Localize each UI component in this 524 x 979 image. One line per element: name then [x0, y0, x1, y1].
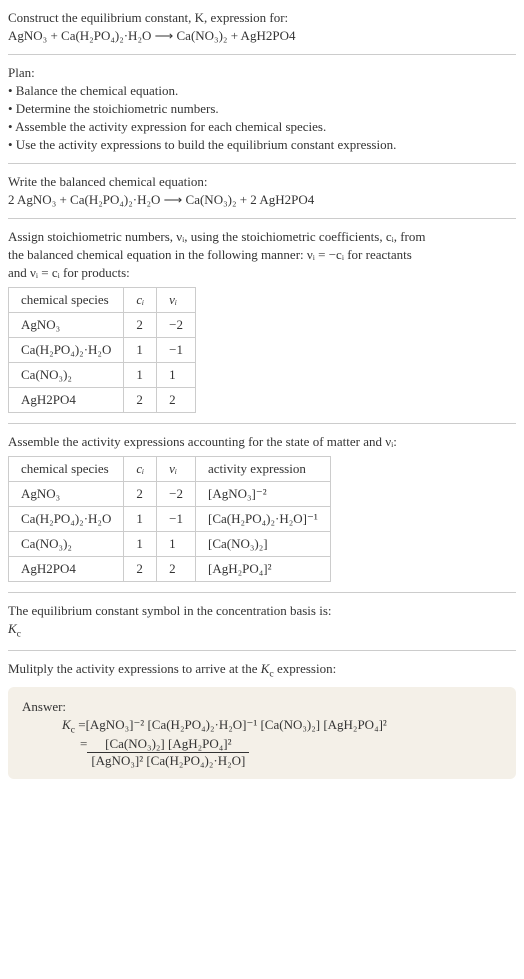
plan-item: • Determine the stoichiometric numbers. [8, 101, 516, 117]
multiply-text: Mulitply the activity expressions to arr… [8, 661, 516, 680]
table-cell: Ca(H₂PO₄)₂·H₂O [9, 338, 124, 363]
table-cell: 1 [157, 363, 196, 388]
balanced-heading: Write the balanced chemical equation: [8, 174, 516, 190]
table-header: νᵢ [157, 288, 196, 313]
table-row: Ca(H₂PO₄)₂·H₂O 1 −1 [9, 338, 196, 363]
table-row: AgH2PO4 2 2 [AgH₂PO₄]² [9, 557, 331, 582]
table-cell: 2 [157, 557, 196, 582]
table-cell: 1 [124, 532, 157, 557]
table-row: Ca(H₂PO₄)₂·H₂O 1 −1 [Ca(H₂PO₄)₂·H₂O]⁻¹ [9, 507, 331, 532]
table-cell: Ca(H₂PO₄)₂·H₂O [9, 507, 124, 532]
answer-eq2-lhs: = [80, 736, 87, 752]
table-row: Ca(NO₃)₂ 1 1 [9, 363, 196, 388]
separator [8, 54, 516, 55]
activity-table: chemical species cᵢ νᵢ activity expressi… [8, 456, 331, 582]
table-cell: [AgNO₃]⁻² [196, 482, 331, 507]
table-cell: 1 [124, 507, 157, 532]
stoich-text: and νᵢ = cᵢ for products: [8, 265, 516, 281]
table-cell: −2 [157, 482, 196, 507]
symbol-text: The equilibrium constant symbol in the c… [8, 603, 516, 619]
table-header: chemical species [9, 288, 124, 313]
table-cell: 2 [157, 388, 196, 413]
table-cell: AgH2PO4 [9, 557, 124, 582]
plan-heading: Plan: [8, 65, 516, 81]
table-row: Ca(NO₃)₂ 1 1 [Ca(NO₃)₂] [9, 532, 331, 557]
table-header-row: chemical species cᵢ νᵢ activity expressi… [9, 457, 331, 482]
answer-fraction: [Ca(NO₃)₂] [AgH₂PO₄]² [AgNO₃]² [Ca(H₂PO₄… [87, 736, 249, 769]
balanced-equation: 2 AgNO₃ + Ca(H₂PO₄)₂·H₂O ⟶ Ca(NO₃)₂ + 2 … [8, 192, 516, 208]
separator [8, 423, 516, 424]
table-cell: 2 [124, 313, 157, 338]
table-cell: 1 [124, 338, 157, 363]
plan-item: • Balance the chemical equation. [8, 83, 516, 99]
intro-line1: Construct the equilibrium constant, K, e… [8, 10, 516, 26]
table-header: chemical species [9, 457, 124, 482]
answer-equation-line2: = [Ca(NO₃)₂] [AgH₂PO₄]² [AgNO₃]² [Ca(H₂P… [80, 736, 502, 769]
table-row: AgNO₃ 2 −2 [9, 313, 196, 338]
table-cell: AgNO₃ [9, 482, 124, 507]
separator [8, 650, 516, 651]
activity-text: Assemble the activity expressions accoun… [8, 434, 516, 450]
table-cell: Ca(NO₃)₂ [9, 363, 124, 388]
table-cell: Ca(NO₃)₂ [9, 532, 124, 557]
table-cell: [Ca(H₂PO₄)₂·H₂O]⁻¹ [196, 507, 331, 532]
answer-denominator: [AgNO₃]² [Ca(H₂PO₄)₂·H₂O] [87, 753, 249, 769]
table-cell: AgH2PO4 [9, 388, 124, 413]
table-cell: −1 [157, 338, 196, 363]
answer-equation-line1: Kc = [AgNO₃]⁻² [Ca(H₂PO₄)₂·H₂O]⁻¹ [Ca(NO… [62, 717, 502, 736]
table-cell: 1 [124, 363, 157, 388]
table-header: νᵢ [157, 457, 196, 482]
answer-line1: [AgNO₃]⁻² [Ca(H₂PO₄)₂·H₂O]⁻¹ [Ca(NO₃)₂] … [86, 717, 387, 733]
stoich-table: chemical species cᵢ νᵢ AgNO₃ 2 −2 Ca(H₂P… [8, 287, 196, 413]
table-header: cᵢ [124, 457, 157, 482]
table-cell: 2 [124, 482, 157, 507]
table-cell: −1 [157, 507, 196, 532]
intro-equation: AgNO₃ + Ca(H₂PO₄)₂·H₂O ⟶ Ca(NO₃)₂ + AgH2… [8, 28, 516, 44]
plan-item: • Use the activity expressions to build … [8, 137, 516, 153]
separator [8, 592, 516, 593]
answer-heading: Answer: [22, 699, 502, 715]
table-cell: 2 [124, 388, 157, 413]
table-cell: −2 [157, 313, 196, 338]
separator [8, 218, 516, 219]
answer-numerator: [Ca(NO₃)₂] [AgH₂PO₄]² [87, 736, 249, 753]
table-cell: AgNO₃ [9, 313, 124, 338]
table-header-row: chemical species cᵢ νᵢ [9, 288, 196, 313]
table-cell: [Ca(NO₃)₂] [196, 532, 331, 557]
table-row: AgH2PO4 2 2 [9, 388, 196, 413]
separator [8, 163, 516, 164]
table-cell: 1 [157, 532, 196, 557]
table-cell: [AgH₂PO₄]² [196, 557, 331, 582]
table-header: cᵢ [124, 288, 157, 313]
table-row: AgNO₃ 2 −2 [AgNO₃]⁻² [9, 482, 331, 507]
table-header: activity expression [196, 457, 331, 482]
stoich-text: Assign stoichiometric numbers, νᵢ, using… [8, 229, 516, 245]
table-cell: 2 [124, 557, 157, 582]
plan-item: • Assemble the activity expression for e… [8, 119, 516, 135]
stoich-text: the balanced chemical equation in the fo… [8, 247, 516, 263]
answer-box: Answer: Kc = [AgNO₃]⁻² [Ca(H₂PO₄)₂·H₂O]⁻… [8, 687, 516, 779]
symbol-kc: Kc [8, 621, 516, 640]
